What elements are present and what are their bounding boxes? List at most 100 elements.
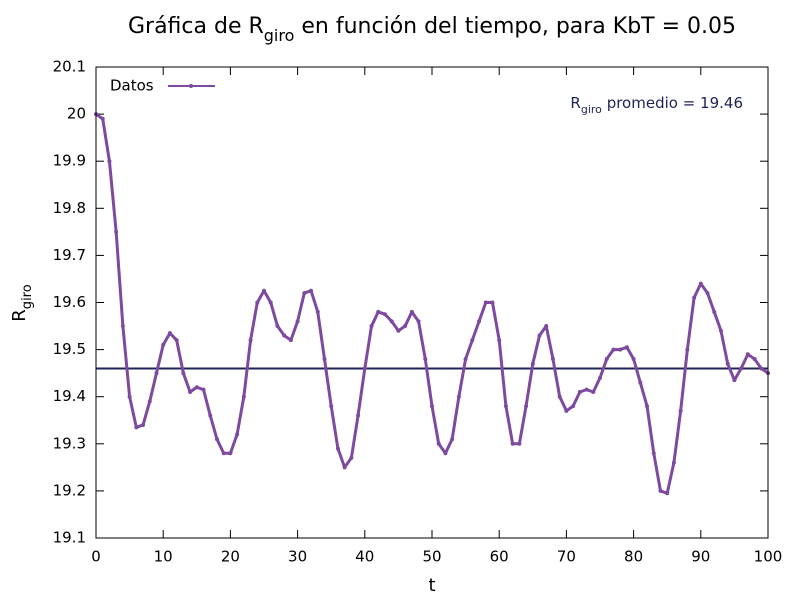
annotation-part: promedio = — [602, 94, 700, 112]
data-point — [651, 451, 656, 456]
data-point — [463, 357, 468, 362]
data-point — [423, 357, 428, 362]
y-tick-label: 19.7 — [53, 246, 86, 264]
x-tick-label: 0 — [91, 548, 101, 566]
data-point — [322, 357, 327, 362]
data-point — [147, 399, 152, 404]
x-tick-label: 50 — [422, 548, 441, 566]
data-point — [295, 319, 300, 324]
data-point — [591, 389, 596, 394]
data-point — [268, 300, 273, 305]
data-point — [194, 385, 199, 390]
data-point — [141, 422, 146, 427]
data-point — [611, 347, 616, 352]
data-point — [557, 394, 562, 399]
data-point — [517, 441, 522, 446]
data-point — [382, 312, 387, 317]
data-point — [530, 361, 535, 366]
data-point — [685, 347, 690, 352]
data-point — [745, 352, 750, 357]
data-point — [174, 338, 179, 343]
data-point — [665, 491, 670, 496]
data-point — [107, 159, 112, 164]
data-point — [503, 404, 508, 409]
data-point — [201, 387, 206, 392]
data-point — [718, 328, 723, 333]
data-point — [725, 361, 730, 366]
data-point — [490, 300, 495, 305]
x-tick-label: 10 — [154, 548, 173, 566]
data-point — [114, 229, 119, 234]
data-point — [262, 288, 266, 293]
annotation-part: R — [570, 94, 580, 112]
data-point — [396, 328, 401, 333]
y-tick-label: 20.1 — [53, 58, 86, 76]
data-point — [302, 291, 307, 296]
data-point — [275, 324, 280, 329]
data-point — [389, 319, 394, 324]
plot-border — [95, 66, 769, 539]
data-point — [369, 324, 374, 329]
y-tick-label: 19.2 — [53, 481, 86, 499]
data-point — [739, 366, 744, 371]
y-label-part: R — [9, 309, 30, 322]
data-point — [477, 319, 482, 324]
data-point — [497, 338, 502, 343]
data-point — [705, 291, 710, 296]
y-label-subscript: giro — [20, 284, 35, 309]
y-tick-label: 19.3 — [53, 434, 86, 452]
data-point — [678, 408, 683, 413]
y-tick-label: 20 — [67, 105, 86, 123]
data-point — [483, 300, 488, 305]
data-point — [282, 333, 287, 338]
x-tick-label: 100 — [754, 548, 783, 566]
data-point — [100, 116, 105, 121]
title-subscript: giro — [264, 26, 295, 45]
data-point — [329, 404, 334, 409]
y-tick-label: 19.5 — [53, 340, 86, 358]
data-point — [208, 413, 213, 418]
data-point — [544, 324, 549, 329]
x-tick-label: 80 — [624, 548, 643, 566]
data-point — [356, 413, 361, 418]
data-point — [228, 451, 233, 456]
legend-label: Datos — [110, 77, 154, 95]
data-point — [315, 309, 320, 314]
y-axis-label: Rgiro — [9, 284, 35, 321]
data-point — [645, 404, 650, 409]
annotation: Rgiro promedio = 19.46 — [570, 94, 743, 116]
y-tick-label: 19.4 — [53, 387, 86, 405]
data-point — [510, 441, 515, 446]
data-point — [430, 404, 434, 409]
data-point — [134, 425, 139, 430]
data-point — [752, 357, 757, 362]
data-point — [235, 432, 240, 437]
data-point — [732, 378, 737, 383]
data-point — [167, 331, 172, 336]
data-point — [564, 408, 569, 413]
data-point — [255, 300, 260, 305]
data-point — [248, 338, 253, 343]
data-point — [692, 295, 697, 300]
y-tick-label: 19.6 — [53, 293, 86, 311]
data-point — [584, 387, 589, 392]
data-point — [624, 345, 629, 350]
x-tick-label: 60 — [490, 548, 509, 566]
data-point — [450, 437, 455, 442]
data-point — [127, 394, 132, 399]
chart-title: Gráfica de Rgiro en función del tiempo, … — [128, 14, 736, 45]
x-tick-label: 70 — [557, 548, 576, 566]
annotation-subscript: giro — [581, 103, 602, 116]
data-point — [335, 446, 340, 451]
data-point — [309, 288, 314, 293]
data-point — [188, 389, 193, 394]
data-point — [537, 333, 542, 338]
data-point — [349, 455, 354, 460]
data-point — [598, 375, 602, 380]
data-point — [456, 394, 461, 399]
x-tick-label: 40 — [355, 548, 374, 566]
x-axis-label: t — [428, 575, 435, 596]
data-point — [550, 357, 555, 362]
data-point — [571, 404, 576, 409]
